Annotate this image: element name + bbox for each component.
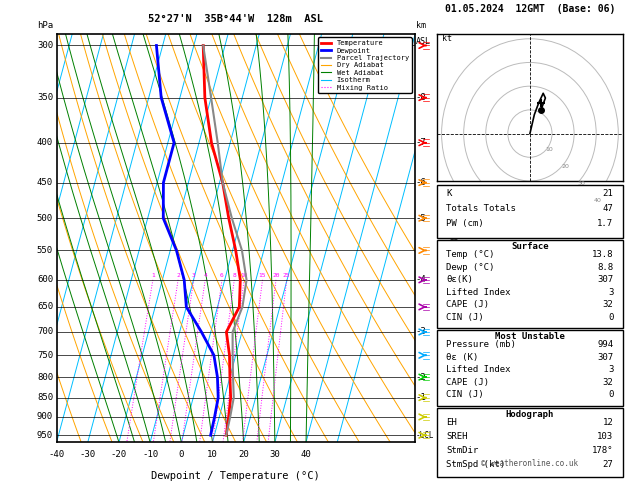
Text: 32: 32 [603, 378, 613, 387]
Text: 10: 10 [240, 273, 248, 278]
Text: -8: -8 [416, 93, 426, 102]
Text: Surface: Surface [511, 242, 548, 251]
Text: -LCL: -LCL [416, 431, 435, 440]
Text: -20: -20 [111, 451, 127, 459]
Text: 0: 0 [608, 313, 613, 322]
Text: 850: 850 [37, 393, 53, 402]
Text: Temp (°C): Temp (°C) [447, 250, 495, 260]
Text: -3: -3 [416, 328, 426, 336]
Text: 750: 750 [37, 351, 53, 360]
Text: 307: 307 [598, 353, 613, 362]
Text: 8.8: 8.8 [598, 263, 613, 272]
Legend: Temperature, Dewpoint, Parcel Trajectory, Dry Adiabat, Wet Adiabat, Isotherm, Mi: Temperature, Dewpoint, Parcel Trajectory… [318, 37, 411, 93]
Bar [437, 330, 623, 405]
Text: Dewp (°C): Dewp (°C) [447, 263, 495, 272]
Text: km: km [416, 21, 426, 30]
Text: 15: 15 [259, 273, 266, 278]
Text: ASL: ASL [416, 37, 431, 46]
Text: 800: 800 [37, 373, 53, 382]
Text: 25: 25 [283, 273, 291, 278]
Text: 27: 27 [603, 460, 613, 469]
Text: -5: -5 [416, 214, 426, 223]
Text: θε (K): θε (K) [447, 353, 479, 362]
Text: 52°27'N  35B°44'W  128m  ASL: 52°27'N 35B°44'W 128m ASL [148, 14, 323, 24]
Text: Most Unstable: Most Unstable [495, 332, 565, 341]
Text: EH: EH [447, 418, 457, 427]
Text: 47: 47 [603, 204, 613, 213]
Text: 1: 1 [151, 273, 155, 278]
Text: 32: 32 [603, 300, 613, 310]
Text: -30: -30 [80, 451, 96, 459]
Text: 450: 450 [37, 178, 53, 187]
Text: 994: 994 [598, 340, 613, 349]
Text: 12: 12 [603, 418, 613, 427]
Text: CIN (J): CIN (J) [447, 390, 484, 399]
Text: K: K [447, 189, 452, 198]
Text: Totals Totals: Totals Totals [447, 204, 516, 213]
Text: kt: kt [442, 34, 452, 43]
Text: PW (cm): PW (cm) [447, 220, 484, 228]
Text: 01.05.2024  12GMT  (Base: 06): 01.05.2024 12GMT (Base: 06) [445, 3, 615, 14]
Text: -10: -10 [142, 451, 159, 459]
Text: 6: 6 [220, 273, 224, 278]
Text: Hodograph: Hodograph [506, 410, 554, 418]
Text: CIN (J): CIN (J) [447, 313, 484, 322]
Text: 3: 3 [608, 288, 613, 297]
Text: 0: 0 [179, 451, 184, 459]
Text: StmSpd (kt): StmSpd (kt) [447, 460, 506, 469]
Text: 20: 20 [562, 164, 570, 169]
Text: 20: 20 [272, 273, 280, 278]
Text: CAPE (J): CAPE (J) [447, 378, 489, 387]
Text: 8: 8 [233, 273, 237, 278]
Text: -7: -7 [416, 138, 426, 147]
Text: 30: 30 [269, 451, 281, 459]
Text: 4: 4 [203, 273, 207, 278]
Text: -1: -1 [416, 393, 426, 402]
Text: hPa: hPa [37, 21, 53, 30]
Text: 1.7: 1.7 [598, 220, 613, 228]
Text: 550: 550 [37, 246, 53, 255]
Text: -6: -6 [416, 178, 426, 187]
Text: CAPE (J): CAPE (J) [447, 300, 489, 310]
Text: 307: 307 [598, 276, 613, 284]
Text: 3: 3 [608, 365, 613, 374]
Text: -40: -40 [48, 451, 65, 459]
Text: 13.8: 13.8 [592, 250, 613, 260]
Text: 300: 300 [37, 41, 53, 50]
Bar [437, 408, 623, 477]
Text: © weatheronline.co.uk: © weatheronline.co.uk [481, 459, 579, 468]
Text: -4: -4 [416, 276, 426, 284]
Text: 40: 40 [594, 198, 601, 203]
Text: Pressure (mb): Pressure (mb) [447, 340, 516, 349]
Text: 900: 900 [37, 413, 53, 421]
Text: 103: 103 [598, 432, 613, 441]
Text: 950: 950 [37, 431, 53, 440]
Text: 10: 10 [546, 147, 554, 152]
Text: StmDir: StmDir [447, 446, 479, 455]
Text: 20: 20 [238, 451, 249, 459]
Text: -2: -2 [416, 373, 426, 382]
Text: Lifted Index: Lifted Index [447, 365, 511, 374]
Text: 3: 3 [192, 273, 196, 278]
Text: 21: 21 [603, 189, 613, 198]
Text: 400: 400 [37, 138, 53, 147]
Text: Dewpoint / Temperature (°C): Dewpoint / Temperature (°C) [152, 471, 320, 481]
Text: 30: 30 [577, 181, 586, 186]
Text: 2: 2 [176, 273, 180, 278]
Text: 500: 500 [37, 214, 53, 223]
Text: SREH: SREH [447, 432, 468, 441]
Text: 10: 10 [207, 451, 218, 459]
Text: Mixing Ratio (g/kg): Mixing Ratio (g/kg) [451, 211, 460, 306]
Text: 650: 650 [37, 302, 53, 312]
Text: θε(K): θε(K) [447, 276, 473, 284]
Text: 600: 600 [37, 276, 53, 284]
Text: 700: 700 [37, 328, 53, 336]
Text: 0: 0 [608, 390, 613, 399]
Text: 178°: 178° [592, 446, 613, 455]
Text: 40: 40 [301, 451, 311, 459]
Bar [437, 240, 623, 328]
Text: Lifted Index: Lifted Index [447, 288, 511, 297]
Text: 350: 350 [37, 93, 53, 102]
Bar [437, 185, 623, 238]
